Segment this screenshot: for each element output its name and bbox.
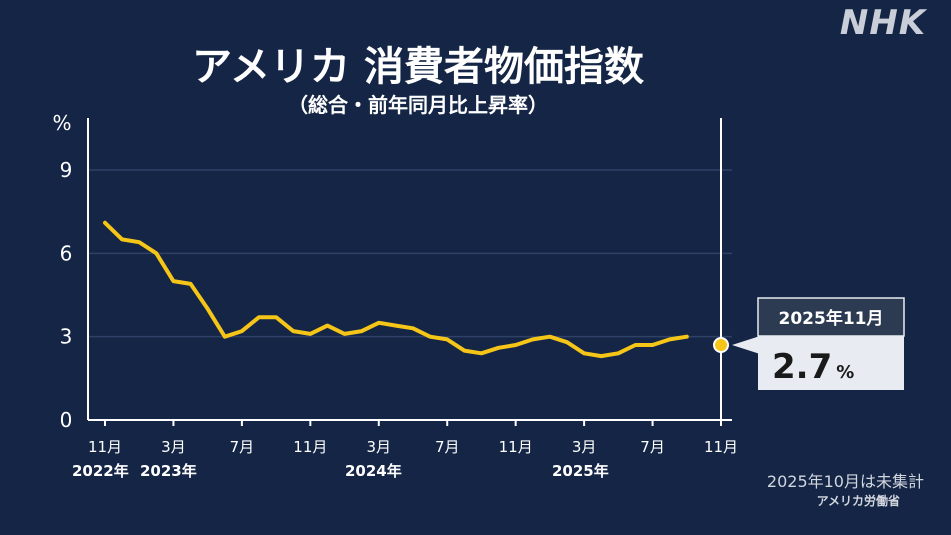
y-tick-label: 9 [60,158,73,182]
y-tick-label: 0 [60,408,73,432]
callout-pointer [732,336,760,354]
x-year-label: 2022年 [72,462,129,480]
source: アメリカ労働省 [817,493,900,508]
grid [88,169,732,338]
x-tick-label: 3月 [572,438,597,456]
y-tick-label: 3 [60,325,73,349]
x-year-label: 2023年 [140,462,197,480]
nhk-logo: NHK [840,3,928,43]
x-tick-label: 11月 [293,438,327,456]
x-tick-label: 3月 [161,438,186,456]
x-axis-ticks: 11月 3月 7月 11月 3月 7月 11月 3月 7月 11月 [88,420,738,456]
x-tick-label: 11月 [499,438,533,456]
cpi-series-line [103,220,689,359]
x-year-label: 2024年 [345,462,402,480]
callout-date: 2025年11月 [779,308,884,329]
callout-value-text: 2.7% [772,347,854,387]
y-axis-unit: % [52,111,71,135]
x-tick-label: 7月 [230,438,255,456]
footnote: 2025年10月は未集計 [767,472,924,491]
x-tick-label: 7月 [640,438,665,456]
x-year-label: 2025年 [552,462,609,480]
callout-date-box [757,297,905,337]
chart-subtitle: （総合・前年同月比上昇率） [288,93,548,117]
x-tick-label: 11月 [704,438,738,456]
x-tick-label: 7月 [435,438,460,456]
latest-value-callout: 2025年11月 2.7% [732,297,905,390]
x-tick-label: 11月 [88,438,122,456]
x-tick-label: 3月 [367,438,392,456]
latest-value-point [713,337,729,353]
callout-unit: % [836,362,854,383]
callout-value: 2.7 [772,347,832,387]
x-axis-year-labels: 2022年 2023年 2024年 2025年 [72,462,609,480]
y-axis-ticks: 0 3 6 9 [60,158,73,432]
y-tick-label: 6 [60,241,73,265]
callout-value-box [758,336,904,390]
chart-title: アメリカ 消費者物価指数 [192,44,644,90]
